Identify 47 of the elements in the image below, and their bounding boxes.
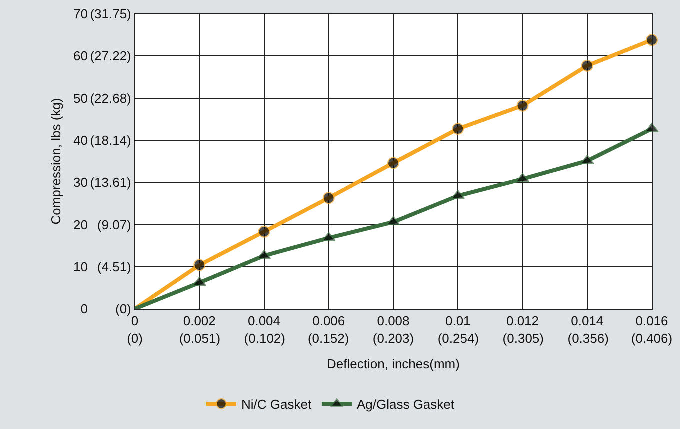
x2-tick-label: (0.102) [244, 331, 286, 346]
x-tick-label: 0 [131, 314, 139, 329]
x2-tick-label: (0.152) [308, 331, 350, 346]
y2-tick-label: (9.07) [97, 217, 132, 232]
y-tick-label: 20 [74, 217, 88, 232]
legend-label: Ni/C Gasket [242, 397, 312, 412]
y-tick-label: 30 [74, 175, 88, 190]
y-axis-title: Compression, lbs (kg) [48, 98, 64, 225]
point [194, 259, 206, 272]
y2-tick-label: (18.14) [90, 133, 132, 148]
y2-tick-label: (22.68) [90, 90, 132, 106]
point [516, 100, 529, 112]
x2-tick-label: (0) [127, 331, 143, 346]
x2-tick-label: (0.406) [631, 331, 673, 346]
point [192, 276, 206, 286]
point [581, 60, 594, 72]
y2-tick-label: (4.51) [97, 260, 132, 275]
x2-tick-label: (0.305) [502, 331, 544, 346]
x-tick-label: 0.008 [377, 314, 410, 329]
x-tick-label: 0.014 [571, 314, 604, 329]
point [452, 123, 464, 136]
y-tick-label: 70 [74, 6, 88, 22]
x-tick-label: 0.012 [506, 314, 540, 329]
y2-tick-label: (27.22) [90, 48, 132, 64]
y-tick-label: 40 [74, 132, 88, 148]
x2-tick-label: (0.356) [568, 331, 609, 346]
y-tick-label: 60 [74, 48, 88, 64]
x2-tick-label: (0.203) [372, 331, 414, 346]
point [258, 226, 270, 238]
x-tick-label: 0.002 [183, 314, 216, 329]
point [646, 34, 658, 46]
y2-tick-label: (0) [116, 302, 132, 317]
y-tick-label: 10 [74, 259, 88, 274]
legend-label: Ag/Glass Gasket [356, 397, 455, 412]
x-axis-title: Deflection, inches(mm) [327, 356, 460, 372]
x-tick-label: 0.01 [445, 314, 471, 329]
point [322, 192, 335, 204]
y2-tick-label: (31.75) [90, 6, 132, 22]
y-tick-label: 50 [74, 90, 88, 106]
x-tick-label: 0.006 [312, 314, 346, 329]
x-tick-label: 0.004 [248, 314, 281, 329]
x2-tick-label: (0.254) [438, 331, 480, 346]
y2-tick-label: (13.61) [90, 175, 132, 190]
y-tick-label: 0 [80, 302, 88, 317]
x2-tick-label: (0.051) [179, 331, 221, 346]
point [388, 157, 400, 170]
x-tick-label: 0.016 [636, 314, 668, 329]
